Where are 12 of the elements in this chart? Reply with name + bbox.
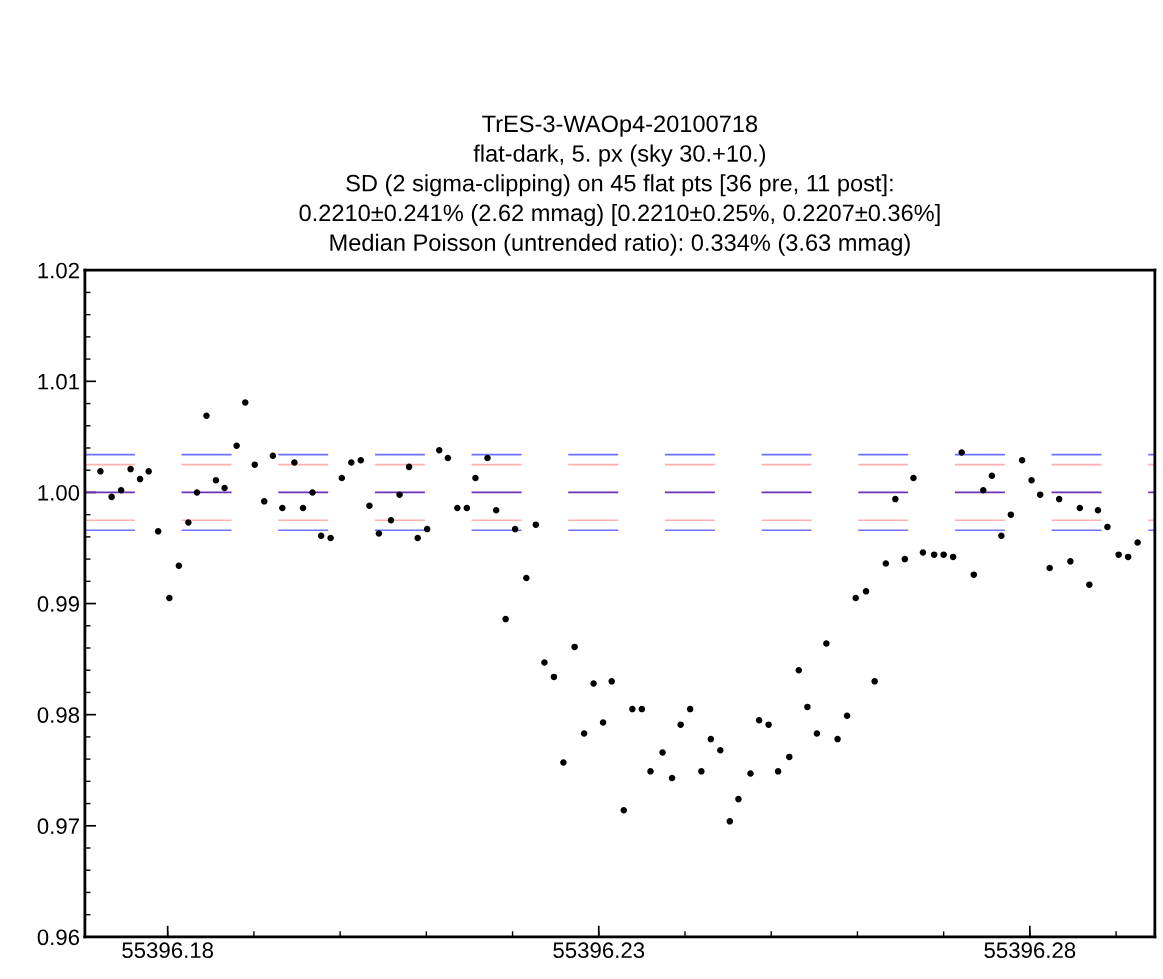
- y-tick-label: 1.00: [38, 484, 80, 501]
- y-tick-label: 0.98: [37, 707, 80, 723]
- x-tick-label: 55396.28: [984, 942, 1076, 959]
- chart-subtitle: flat-dark, 5. px (sky 30.+10.) SD (2 sigma-clipping) on 45 flat pts [36 pre, 11 post]: 0.2210±0.241% (2.62 mmag) [0.2210±0.25%, 0.2207±0.36%] Median Poisson (untrended ratio): 0.334% (3.63 mmag): [299, 144, 940, 256]
- y-tick-label: 1.02: [38, 262, 79, 279]
- y-tick-label: 0.96: [37, 929, 80, 946]
- y-tick-label: 0.99: [37, 596, 79, 612]
- y-tick-label: 1.01: [38, 373, 79, 390]
- y-tick-label: 0.97: [37, 818, 79, 835]
- x-tick-label: 55396.23: [553, 942, 645, 959]
- x-tick-label: 55396.18: [122, 942, 214, 959]
- chart-title: TrES-3-WAOp4-20100718: [482, 115, 758, 137]
